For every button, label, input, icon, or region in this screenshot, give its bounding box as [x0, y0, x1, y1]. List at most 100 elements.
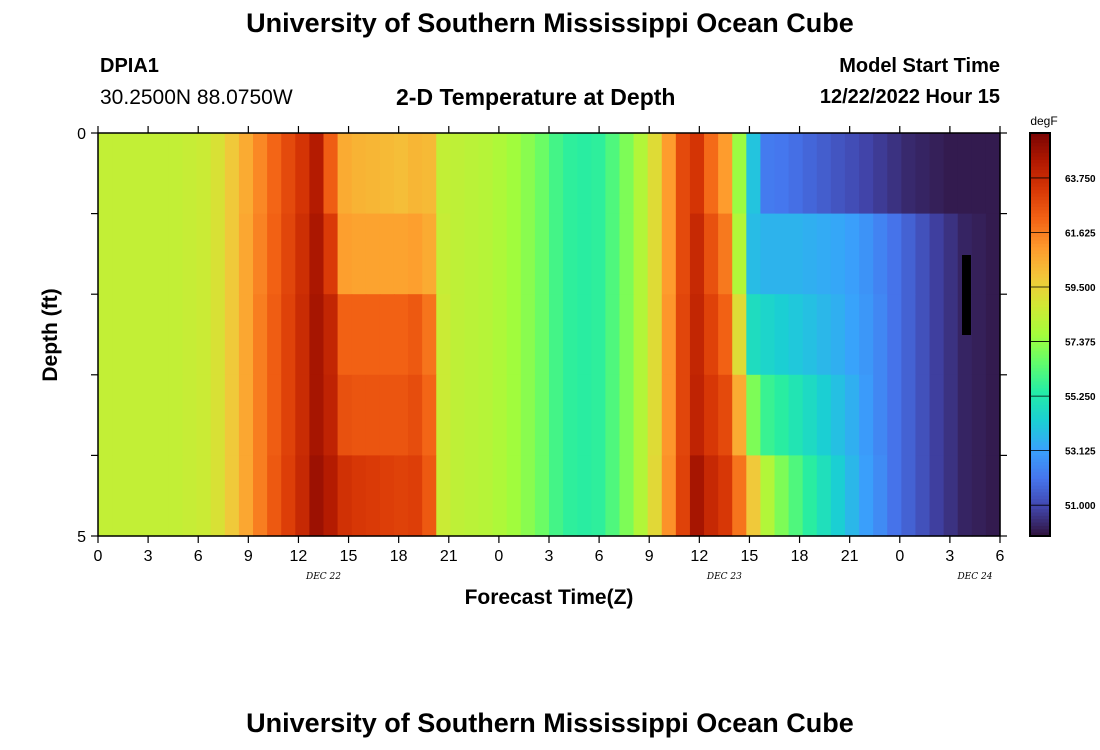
heatmap-cell	[859, 213, 874, 295]
heatmap-cell	[506, 294, 522, 376]
heatmap-cell	[633, 213, 649, 295]
colorbar-segment	[1030, 371, 1050, 376]
colorbar-segment	[1030, 159, 1050, 164]
heatmap-cell	[577, 374, 592, 456]
colorbar-segment	[1030, 381, 1050, 386]
heatmap-cell	[506, 213, 522, 295]
heatmap-cell	[619, 374, 635, 456]
colorbar-segment	[1030, 250, 1050, 255]
heatmap-cell	[379, 213, 395, 295]
heatmap-cell	[337, 455, 353, 537]
colorbar-segment	[1030, 324, 1050, 329]
colorbar-segment	[1030, 206, 1050, 211]
heatmap-cell	[224, 133, 240, 215]
heatmap-cells	[98, 133, 1001, 537]
heatmap-cell	[379, 294, 395, 376]
heatmap-cell	[718, 294, 733, 376]
heatmap-cell	[224, 455, 240, 537]
heatmap-cell	[337, 294, 353, 376]
heatmap-cell	[534, 213, 550, 295]
colorbar-segment	[1030, 441, 1050, 446]
colorbar-segment	[1030, 425, 1050, 430]
heatmap-cell	[436, 455, 451, 537]
heatmap-cell	[844, 455, 860, 537]
heatmap-cell	[788, 294, 804, 376]
heatmap-cell	[464, 213, 480, 295]
heatmap-cell	[267, 455, 282, 537]
heatmap-cell	[351, 374, 367, 456]
x-tick-label: 12	[690, 548, 708, 565]
colorbar-segment	[1030, 270, 1050, 275]
heatmap-cell	[168, 294, 184, 376]
heatmap-cell	[887, 213, 902, 295]
heatmap-cell	[661, 374, 677, 456]
heatmap-cell	[647, 294, 663, 376]
colorbar-segment	[1030, 321, 1050, 326]
colorbar-segment	[1030, 253, 1050, 258]
heatmap-cell	[450, 294, 466, 376]
heatmap-cell	[901, 133, 917, 215]
colorbar-segment	[1030, 458, 1050, 463]
heatmap-cell	[873, 213, 888, 295]
colorbar-segment	[1030, 519, 1050, 524]
colorbar-segment	[1030, 394, 1050, 399]
colorbar-segment	[1030, 200, 1050, 205]
colorbar-segment	[1030, 532, 1050, 537]
heatmap-cell	[182, 213, 198, 295]
heatmap-cell	[915, 455, 931, 537]
heatmap-cell	[196, 213, 212, 295]
heatmap-cell	[985, 133, 1001, 215]
heatmap-cell	[732, 374, 747, 456]
y-axis-label: Depth (ft)	[39, 288, 62, 381]
x-tick-label: 12	[290, 548, 308, 565]
colorbar-segment	[1030, 247, 1050, 252]
heatmap-cell	[464, 294, 480, 376]
colorbar-segment	[1030, 485, 1050, 490]
colorbar-segment	[1030, 257, 1050, 262]
heatmap-cell	[746, 133, 761, 215]
heatmap-cell	[689, 294, 705, 376]
colorbar-segment	[1030, 337, 1050, 342]
observation-marker	[962, 255, 971, 335]
heatmap-cell	[943, 213, 959, 295]
x-axis: 0 3 6 9 12 15 18 21 0 3 6 9 12 15 18 21 0 3 6 DEC 22 DEC 23 D…	[94, 126, 1005, 582]
heatmap-cell	[112, 374, 127, 456]
heatmap-cell	[915, 294, 931, 376]
heatmap-cell	[844, 294, 860, 376]
heatmap-cell	[816, 213, 832, 295]
colorbar-segment	[1030, 398, 1050, 403]
colorbar-segment	[1030, 240, 1050, 245]
heatmap-cell	[365, 133, 381, 215]
colorbar-segment	[1030, 495, 1050, 500]
heatmap-cell	[605, 294, 621, 376]
heatmap-cell	[422, 455, 437, 537]
heatmap-cell	[295, 213, 310, 295]
heatmap-cell	[675, 455, 691, 537]
heatmap-cell	[393, 455, 409, 537]
heatmap-cell	[520, 213, 536, 295]
colorbar-segment	[1030, 274, 1050, 279]
heatmap-cell	[549, 294, 564, 376]
heatmap-cell	[563, 294, 578, 376]
colorbar-tick-label: 55.250	[1065, 392, 1096, 403]
heatmap-cell	[704, 213, 719, 295]
heatmap-cell	[506, 455, 522, 537]
heatmap-cell	[196, 294, 212, 376]
heatmap-cell	[210, 294, 226, 376]
heatmap-cell	[238, 455, 254, 537]
x-tick-label: 3	[945, 548, 954, 565]
heatmap-cell	[704, 133, 719, 215]
colorbar: 63.750 61.625 59.500 57.375 55.250 53.125 51.0…	[1029, 132, 1096, 537]
x-axis-label: Forecast Time(Z)	[465, 586, 634, 609]
heatmap-cell	[718, 374, 733, 456]
colorbar-segment	[1030, 294, 1050, 299]
colorbar-segment	[1030, 216, 1050, 221]
heatmap-cell	[267, 374, 282, 456]
heatmap-cell	[591, 374, 606, 456]
colorbar-segment	[1030, 472, 1050, 477]
heatmap-cell	[492, 374, 508, 456]
heatmap-cell	[238, 294, 254, 376]
colorbar-segment	[1030, 368, 1050, 373]
heatmap-cell	[140, 455, 155, 537]
colorbar-segment	[1030, 156, 1050, 161]
